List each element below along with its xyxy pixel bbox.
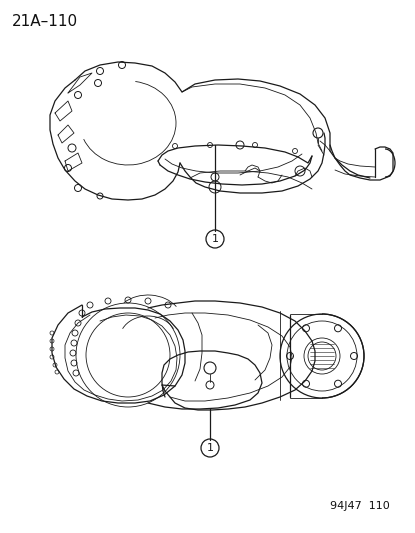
Text: 1: 1 — [212, 234, 219, 244]
Circle shape — [206, 230, 224, 248]
Circle shape — [201, 439, 219, 457]
Text: 1: 1 — [207, 443, 213, 453]
Text: 21A–110: 21A–110 — [12, 14, 78, 29]
Text: 94J47  110: 94J47 110 — [330, 501, 390, 511]
